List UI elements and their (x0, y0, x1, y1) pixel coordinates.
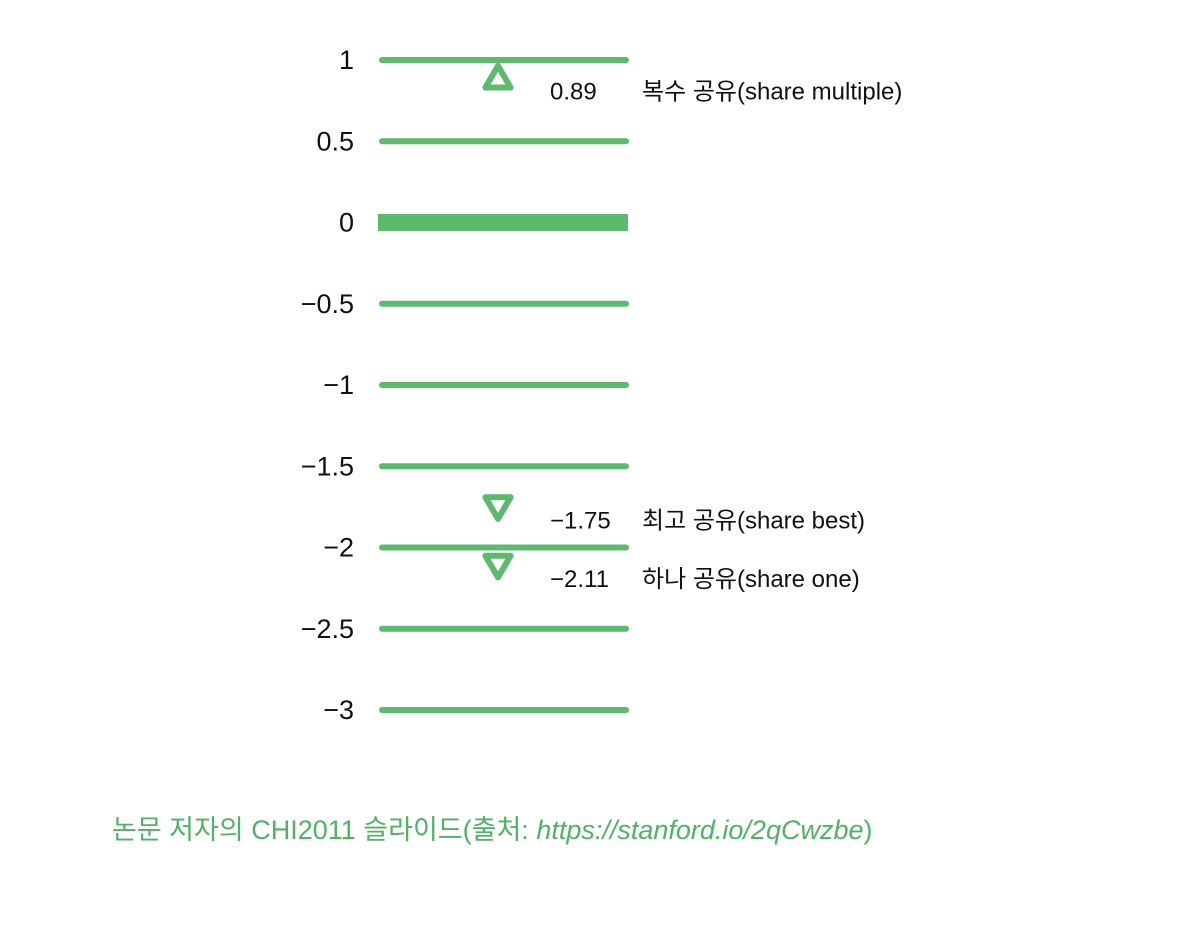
tick-label-7: −2.5 (301, 614, 354, 644)
tick-label-3: −0.5 (301, 289, 354, 319)
tick-label-6: −2 (323, 533, 354, 563)
marker-1 (482, 494, 514, 522)
point-label-0: 복수 공유(share multiple) (642, 78, 902, 105)
tick-label-8: −3 (323, 695, 354, 725)
point-label-1: 최고 공유(share best) (642, 507, 865, 534)
tick-label-5: −1.5 (301, 451, 354, 481)
point-label-2: 하나 공유(share one) (642, 566, 860, 593)
marker-2 (482, 552, 514, 581)
tick-label-2: 0 (339, 208, 354, 238)
chart-svg: 1 0.5 0 −0.5 −1 −1.5 −2 −2.5 −3 0.89 복수 공유(share m… (301, 45, 903, 725)
tick-label-0: 1 (339, 45, 354, 75)
marker-0 (482, 62, 514, 91)
caption-link[interactable]: https://stanford.io/2qCwzbe (536, 815, 864, 845)
tick-label-4: −1 (323, 370, 354, 400)
point-value-2: −2.11 (550, 566, 609, 593)
point-value-0: 0.89 (550, 78, 597, 105)
caption: 논문 저자의 CHI2011 슬라이드(출처: https://stanford… (112, 808, 873, 847)
point-value-1: −1.75 (550, 507, 611, 534)
caption-text: 논문 저자의 CHI2011 슬라이드(출처: (112, 815, 537, 845)
tick-label-1: 0.5 (316, 126, 354, 156)
caption-close: ) (863, 815, 873, 845)
